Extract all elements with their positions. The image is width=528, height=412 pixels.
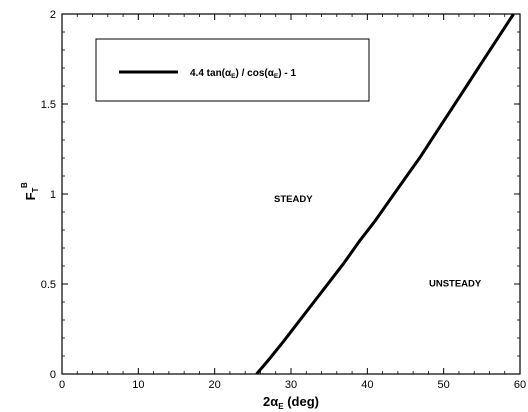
- y-tick-label: 2: [50, 9, 56, 21]
- y-tick-label: 1.5: [41, 99, 56, 111]
- y-tick-label: 0: [50, 369, 56, 381]
- legend: 4.4 tan(αE) / cos(αE) - 1: [95, 38, 370, 102]
- svg-text:B: B: [20, 182, 29, 188]
- y-tick-label: 1: [50, 189, 56, 201]
- x-tick-label: 40: [361, 379, 373, 391]
- legend-box: [95, 38, 370, 102]
- x-axis-title: 2αE (deg): [263, 394, 319, 411]
- annotation-unsteady: UNSTEADY: [429, 279, 482, 290]
- x-tick-label: 20: [209, 379, 221, 391]
- x-axis: 0 10 20 30 40 50 60: [59, 14, 526, 391]
- x-tick-label: 0: [59, 379, 65, 391]
- series-line: [255, 14, 516, 374]
- annotation-steady: STEADY: [274, 194, 313, 205]
- svg-text:FT: FT: [23, 187, 40, 200]
- x-tick-label: 60: [514, 379, 526, 391]
- legend-label: 4.4 tan(αE) / cos(αE) - 1: [190, 68, 296, 80]
- y-axis-title: FT B: [20, 182, 40, 200]
- y-axis: 0 0.5 1 1.5 2: [41, 9, 520, 381]
- y-tick-label: 0.5: [41, 279, 56, 291]
- x-tick-label: 10: [132, 379, 144, 391]
- x-tick-label: 30: [285, 379, 297, 391]
- x-tick-label: 50: [438, 379, 450, 391]
- annotations: STEADY UNSTEADY: [274, 194, 482, 290]
